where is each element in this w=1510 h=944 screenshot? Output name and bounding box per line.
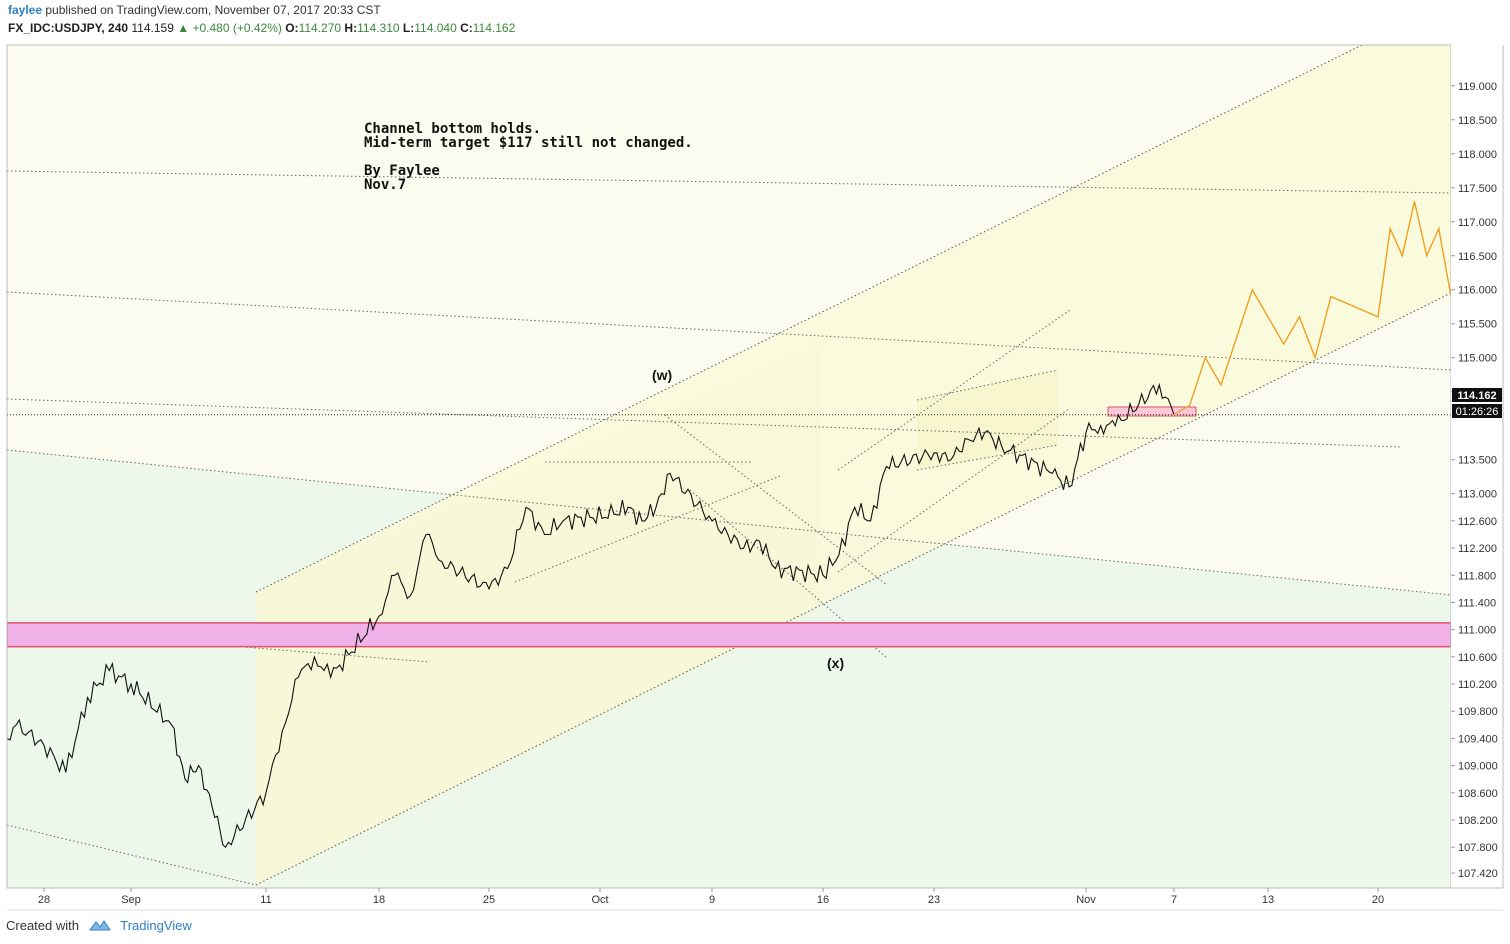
support-line-low[interactable] — [7, 824, 257, 886]
price-axis[interactable] — [1451, 45, 1503, 888]
resistance-line-4[interactable] — [7, 449, 1451, 596]
x-tick-label-6: 9 — [709, 894, 715, 906]
y-tick-label-17: 110.600 — [1458, 652, 1497, 664]
publish-header: faylee published on TradingView.com, Nov… — [8, 3, 381, 17]
change-value: +0.480 (+0.42%) — [192, 21, 282, 35]
y-tick-label-7: 115.500 — [1458, 319, 1497, 331]
resistance-line-2[interactable] — [7, 291, 1451, 371]
y-tick-label-22: 108.600 — [1458, 788, 1498, 800]
wave-label-w: (w) — [652, 367, 672, 383]
y-tick-label-13: 112.200 — [1458, 543, 1497, 555]
y-tick-label-18: 110.200 — [1458, 679, 1497, 691]
x-tick-label-9: Nov — [1076, 894, 1096, 906]
correction-line-1[interactable] — [664, 414, 888, 586]
x-tick-label-11: 13 — [1262, 894, 1274, 906]
countdown-box — [1452, 404, 1502, 418]
x-tick-label-3: 18 — [373, 894, 385, 906]
high-label: H: — [344, 21, 358, 35]
tradingview-logo-icon[interactable] — [88, 919, 111, 934]
symbol-header: FX_IDC:USDJPY, 240 114.159 ▲ +0.480 (+0.… — [8, 21, 515, 35]
open-label: O: — [285, 21, 299, 35]
y-tick-label-20: 109.400 — [1458, 733, 1498, 745]
annotation-line-2: Mid-term target $117 still not changed. — [364, 135, 693, 151]
y-tick-label-11: 113.000 — [1458, 489, 1497, 501]
y-tick-label-6: 116.000 — [1458, 285, 1497, 297]
price-label-box — [1452, 388, 1502, 402]
y-tick-label-4: 117.000 — [1458, 217, 1497, 229]
price-series-line[interactable] — [7, 382, 1175, 849]
y-tick-label-12: 112.600 — [1458, 516, 1497, 528]
low-value: 114.040 — [414, 21, 457, 35]
x-tick-label-4: 25 — [483, 894, 495, 906]
annotation-line-4: Nov.7 — [364, 177, 406, 193]
y-tick-label-2: 118.000 — [1458, 149, 1497, 161]
countdown-label: 01:26:26 — [1456, 406, 1499, 418]
x-tick-label-5: Oct — [591, 894, 608, 906]
high-value: 114.310 — [357, 21, 400, 35]
y-tick-label-25: 107.420 — [1458, 868, 1498, 880]
annotation-line-1: Channel bottom holds. — [364, 121, 541, 137]
y-tick-label-1: 118.500 — [1458, 115, 1497, 127]
resistance-line-1[interactable] — [7, 170, 1451, 194]
y-tick-label-10: 113.500 — [1458, 455, 1497, 467]
x-tick-label-1: Sep — [121, 894, 141, 906]
plot-area: Channel bottom holds. Mid-term target $1… — [7, 45, 1451, 888]
x-tick-label-2: 11 — [260, 894, 271, 906]
y-tick-label-19: 109.800 — [1458, 706, 1498, 718]
y-tick-label-14: 111.800 — [1458, 570, 1496, 582]
x-tick-label-8: 23 — [928, 894, 940, 906]
x-tick-label-0: 28 — [38, 894, 50, 906]
open-value: 114.270 — [298, 21, 342, 35]
wave-label-x: (x) — [827, 655, 844, 671]
last-price: 114.159 — [131, 21, 174, 35]
support-zone[interactable] — [7, 622, 1451, 648]
correction-line-2[interactable] — [689, 489, 888, 659]
annotation-line-3: By Faylee — [364, 163, 440, 179]
channel-upper-line[interactable] — [255, 45, 1363, 593]
time-axis-ticks[interactable]: 28 Sep 11 18 25 Oct 9 16 23 Nov 7 13 20 — [38, 888, 1384, 906]
symbol-name[interactable]: FX_IDC:USDJPY, 240 — [8, 21, 129, 35]
created-with-text: Created with — [6, 918, 79, 933]
small-support-box[interactable] — [1107, 406, 1197, 417]
y-tick-label-8: 115.000 — [1458, 353, 1497, 365]
wedge-top[interactable] — [916, 369, 1059, 401]
up-channel-upper[interactable] — [837, 309, 1071, 471]
resistance-line-3[interactable] — [7, 398, 1401, 448]
up-triangle-icon: ▲ — [177, 21, 190, 35]
y-tick-label-24: 107.800 — [1458, 842, 1498, 854]
price-label: 114.162 — [1457, 390, 1496, 402]
up-channel-lower[interactable] — [837, 407, 1071, 573]
y-tick-label-23: 108.200 — [1458, 815, 1498, 827]
y-tick-label-5: 116.500 — [1458, 251, 1497, 263]
y-tick-label-3: 117.500 — [1458, 183, 1497, 195]
close-value: 114.162 — [472, 21, 516, 35]
x-tick-label-12: 20 — [1372, 894, 1384, 906]
footer: Created with TradingView — [6, 918, 192, 934]
y-tick-label-16: 111.000 — [1458, 625, 1496, 637]
close-label: C: — [460, 21, 473, 35]
author-name[interactable]: faylee — [8, 3, 43, 17]
wedge-highlight — [917, 370, 1058, 470]
x-tick-label-10: 7 — [1171, 894, 1177, 906]
projection-path[interactable] — [1173, 201, 1451, 416]
y-tick-label-21: 109.000 — [1458, 761, 1498, 773]
low-label: L: — [402, 21, 415, 35]
y-tick-label-15: 111.400 — [1458, 597, 1496, 609]
x-tick-label-7: 16 — [817, 894, 829, 906]
tradingview-brand[interactable]: TradingView — [120, 918, 192, 933]
publish-info: published on TradingView.com, November 0… — [45, 3, 381, 17]
y-tick-label-0: 119.000 — [1458, 81, 1497, 93]
